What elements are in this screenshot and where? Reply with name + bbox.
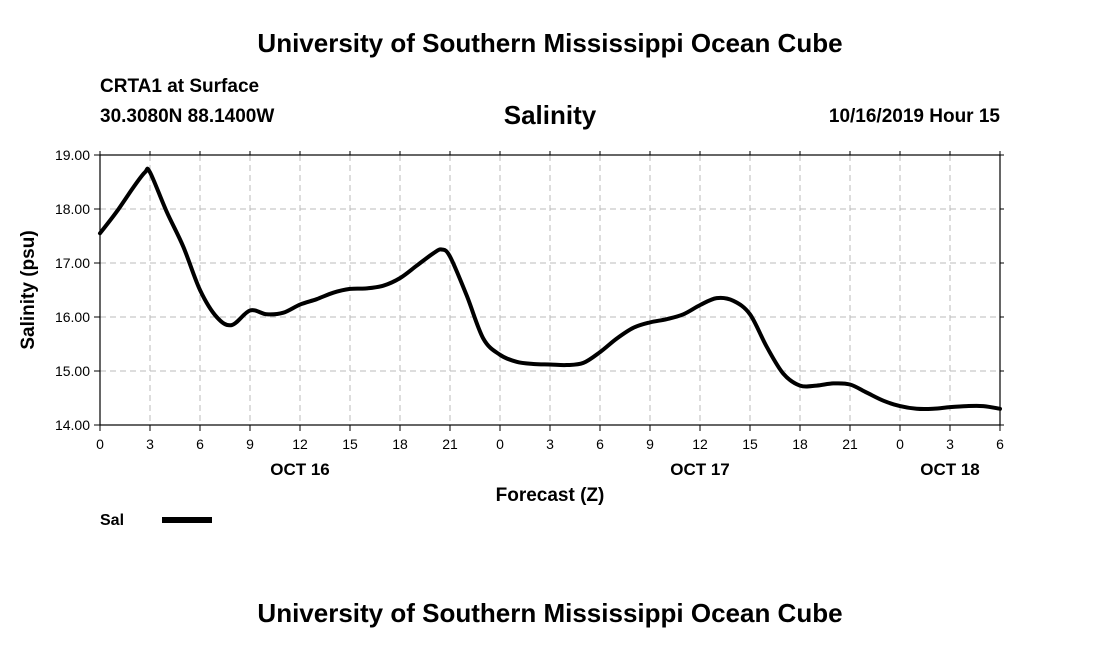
- x-tick-label: 12: [292, 436, 308, 452]
- x-tick-label: 21: [842, 436, 858, 452]
- y-tick-label: 14.00: [55, 417, 90, 433]
- label-layer: 0 3 6 9 12 15 18 21 0 3 6 9 12 15 18 21 0 3 6 14.00 15.00 16.…: [18, 147, 1004, 506]
- datetime-label: 10/16/2019 Hour 15: [828, 106, 1000, 127]
- date-label: OCT 18: [920, 460, 980, 479]
- x-tick-label: 15: [342, 436, 358, 452]
- y-tick-label: 19.00: [55, 147, 90, 163]
- x-tick-label: 15: [742, 436, 758, 452]
- grid-layer: [100, 155, 1000, 425]
- x-tick-label: 12: [692, 436, 708, 452]
- x-axis-title: Forecast (Z): [496, 485, 605, 506]
- x-tick-label: 6: [996, 436, 1004, 452]
- y-axis-title: Salinity (psu): [18, 230, 39, 349]
- footer-title: University of Southern Mississippi Ocean…: [257, 598, 843, 628]
- x-tick-label: 0: [496, 436, 504, 452]
- series-line-sal: [98, 166, 1002, 412]
- x-tick-label: 0: [896, 436, 904, 452]
- date-label: OCT 17: [670, 460, 730, 479]
- x-tick-label: 6: [596, 436, 604, 452]
- series-layer: [98, 166, 1002, 412]
- coordinates-label: 30.3080N 88.1400W: [100, 106, 275, 127]
- y-tick-label: 18.00: [55, 201, 90, 217]
- variable-title: Salinity: [503, 100, 597, 130]
- date-label: OCT 16: [270, 460, 330, 479]
- x-tick-label: 21: [442, 436, 458, 452]
- x-tick-label: 18: [392, 436, 408, 452]
- x-tick-label: 9: [646, 436, 654, 452]
- axis-layer: [94, 151, 1004, 431]
- x-tick-label: 6: [196, 436, 204, 452]
- y-tick-label: 16.00: [55, 309, 90, 325]
- x-tick-label: 0: [96, 436, 104, 452]
- x-tick-label: 3: [146, 436, 154, 452]
- y-tick-label: 15.00: [55, 363, 90, 379]
- x-tick-label: 18: [792, 436, 808, 452]
- x-tick-label: 3: [546, 436, 554, 452]
- station-label: CRTA1 at Surface: [100, 76, 260, 97]
- header-title: University of Southern Mississippi Ocean…: [257, 28, 843, 58]
- x-tick-label: 3: [946, 436, 954, 452]
- legend-label: Sal: [100, 512, 124, 529]
- legend-layer: Sal: [100, 512, 212, 529]
- y-tick-label: 17.00: [55, 255, 90, 271]
- x-tick-label: 9: [246, 436, 254, 452]
